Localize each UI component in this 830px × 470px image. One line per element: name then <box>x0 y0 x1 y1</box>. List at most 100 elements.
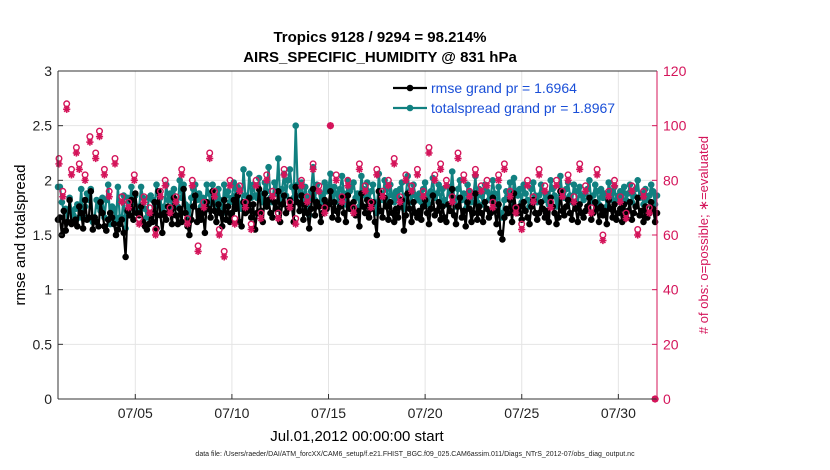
rmse-point <box>298 192 305 199</box>
obs-star-stroke <box>76 166 83 173</box>
obs-evaluated-marker <box>454 154 462 163</box>
obs-star-stroke <box>309 166 317 173</box>
rmse-point <box>246 194 253 202</box>
rmse-point <box>597 203 605 210</box>
rmse-point <box>197 216 205 223</box>
obs-star-stroke <box>628 188 635 195</box>
obs-star-stroke <box>315 188 322 195</box>
obs-evaluated-marker <box>425 149 433 157</box>
totalspread-point <box>634 177 641 184</box>
rmse-point <box>555 214 562 221</box>
rmse-point <box>568 216 576 223</box>
rmse-point <box>87 188 95 195</box>
obs-evaluated-marker <box>518 225 526 234</box>
obs-star-stroke <box>344 182 351 189</box>
rmse-point <box>329 214 336 221</box>
obs-markers <box>55 100 659 403</box>
obs-star-stroke <box>391 160 398 168</box>
rmse-point <box>632 203 639 210</box>
rmse-point <box>172 212 180 219</box>
rmse-point <box>566 209 574 217</box>
totalspread-point <box>137 183 145 191</box>
obs-star-stroke <box>275 215 282 222</box>
obs-star-stroke <box>248 226 255 233</box>
y2-tick-label: 80 <box>663 172 679 188</box>
obs-evaluated-marker <box>236 187 244 195</box>
rmse-point <box>452 220 460 228</box>
rmse-point <box>331 198 338 206</box>
obs-star-stroke <box>483 182 491 189</box>
rmse-point <box>425 220 433 228</box>
obs-evaluated-marker <box>100 171 108 179</box>
obs-star-stroke <box>373 171 380 178</box>
obs-evaluated-marker <box>263 176 271 184</box>
totalspread-point <box>572 188 580 195</box>
rmse-point <box>379 214 386 221</box>
totalspread-point <box>649 188 657 195</box>
rmse-point <box>611 201 618 208</box>
rmse-point <box>180 185 187 193</box>
rmse-point <box>238 223 245 230</box>
obs-star-stroke <box>565 177 572 184</box>
rmse-point <box>495 201 502 208</box>
rmse-point <box>537 198 545 206</box>
rmse-point <box>427 205 435 213</box>
rmse-point <box>97 198 104 206</box>
rmse-point <box>79 225 87 232</box>
obs-evaluated-marker <box>384 182 392 190</box>
totalspread-point <box>489 177 497 184</box>
obs-star-stroke <box>136 220 143 228</box>
rmse-point <box>410 198 417 206</box>
rmse-point <box>126 212 133 219</box>
obs-evaluated-marker <box>350 209 358 217</box>
totalspread-point <box>58 198 66 206</box>
totalspread-point <box>501 196 508 204</box>
obs-star-stroke <box>402 177 409 184</box>
y-tick-label: 1.5 <box>33 227 53 243</box>
obs-star-stroke <box>570 199 577 206</box>
rmse-point <box>162 216 170 223</box>
obs-star-stroke <box>420 193 427 200</box>
rmse-point <box>448 185 456 193</box>
obs-evaluated-marker <box>118 198 126 206</box>
obs-star-stroke <box>73 149 80 157</box>
obs-star-stroke <box>588 210 595 217</box>
totalspread-point <box>104 181 112 188</box>
totalspread-point <box>255 174 263 182</box>
obs-evaluated-marker <box>194 247 202 255</box>
obs-evaluated-marker <box>437 165 445 173</box>
obs-star-stroke <box>162 182 169 189</box>
obs-star-stroke <box>304 199 311 206</box>
rmse-point <box>132 190 139 197</box>
rmse-point <box>143 226 151 233</box>
rmse-point <box>419 203 427 210</box>
obs-star-stroke <box>221 253 228 260</box>
totalspread-point <box>506 179 514 186</box>
obs-star-stroke <box>195 248 202 255</box>
obs-evaluated-marker <box>506 193 514 201</box>
rmse-point <box>95 223 102 230</box>
totalspread-point <box>537 181 545 188</box>
obs-evaluated-marker <box>241 204 249 212</box>
totalspread-point <box>605 179 612 186</box>
obs-evaluated-marker <box>367 204 375 212</box>
totalspread-point <box>597 185 605 193</box>
rmse-point <box>304 209 311 217</box>
rmse-point <box>215 201 222 208</box>
obs-star-stroke <box>269 193 276 200</box>
x-tick-label: 07/30 <box>601 405 636 421</box>
rmse-point <box>479 218 487 226</box>
obs-star-stroke <box>617 199 624 206</box>
rmse-point <box>168 220 176 228</box>
totalspread-point <box>483 188 491 195</box>
obs-star-stroke <box>472 171 479 178</box>
obs-star-stroke <box>437 166 444 173</box>
rmse-point <box>595 218 603 226</box>
rmse-point <box>159 229 166 237</box>
obs-evaluated-marker <box>495 176 503 184</box>
obs-star-stroke <box>350 210 357 217</box>
rmse-point <box>501 214 508 221</box>
rmse-point <box>149 218 156 226</box>
rmse-point <box>220 196 228 204</box>
obs-evaluated-marker <box>634 231 642 239</box>
